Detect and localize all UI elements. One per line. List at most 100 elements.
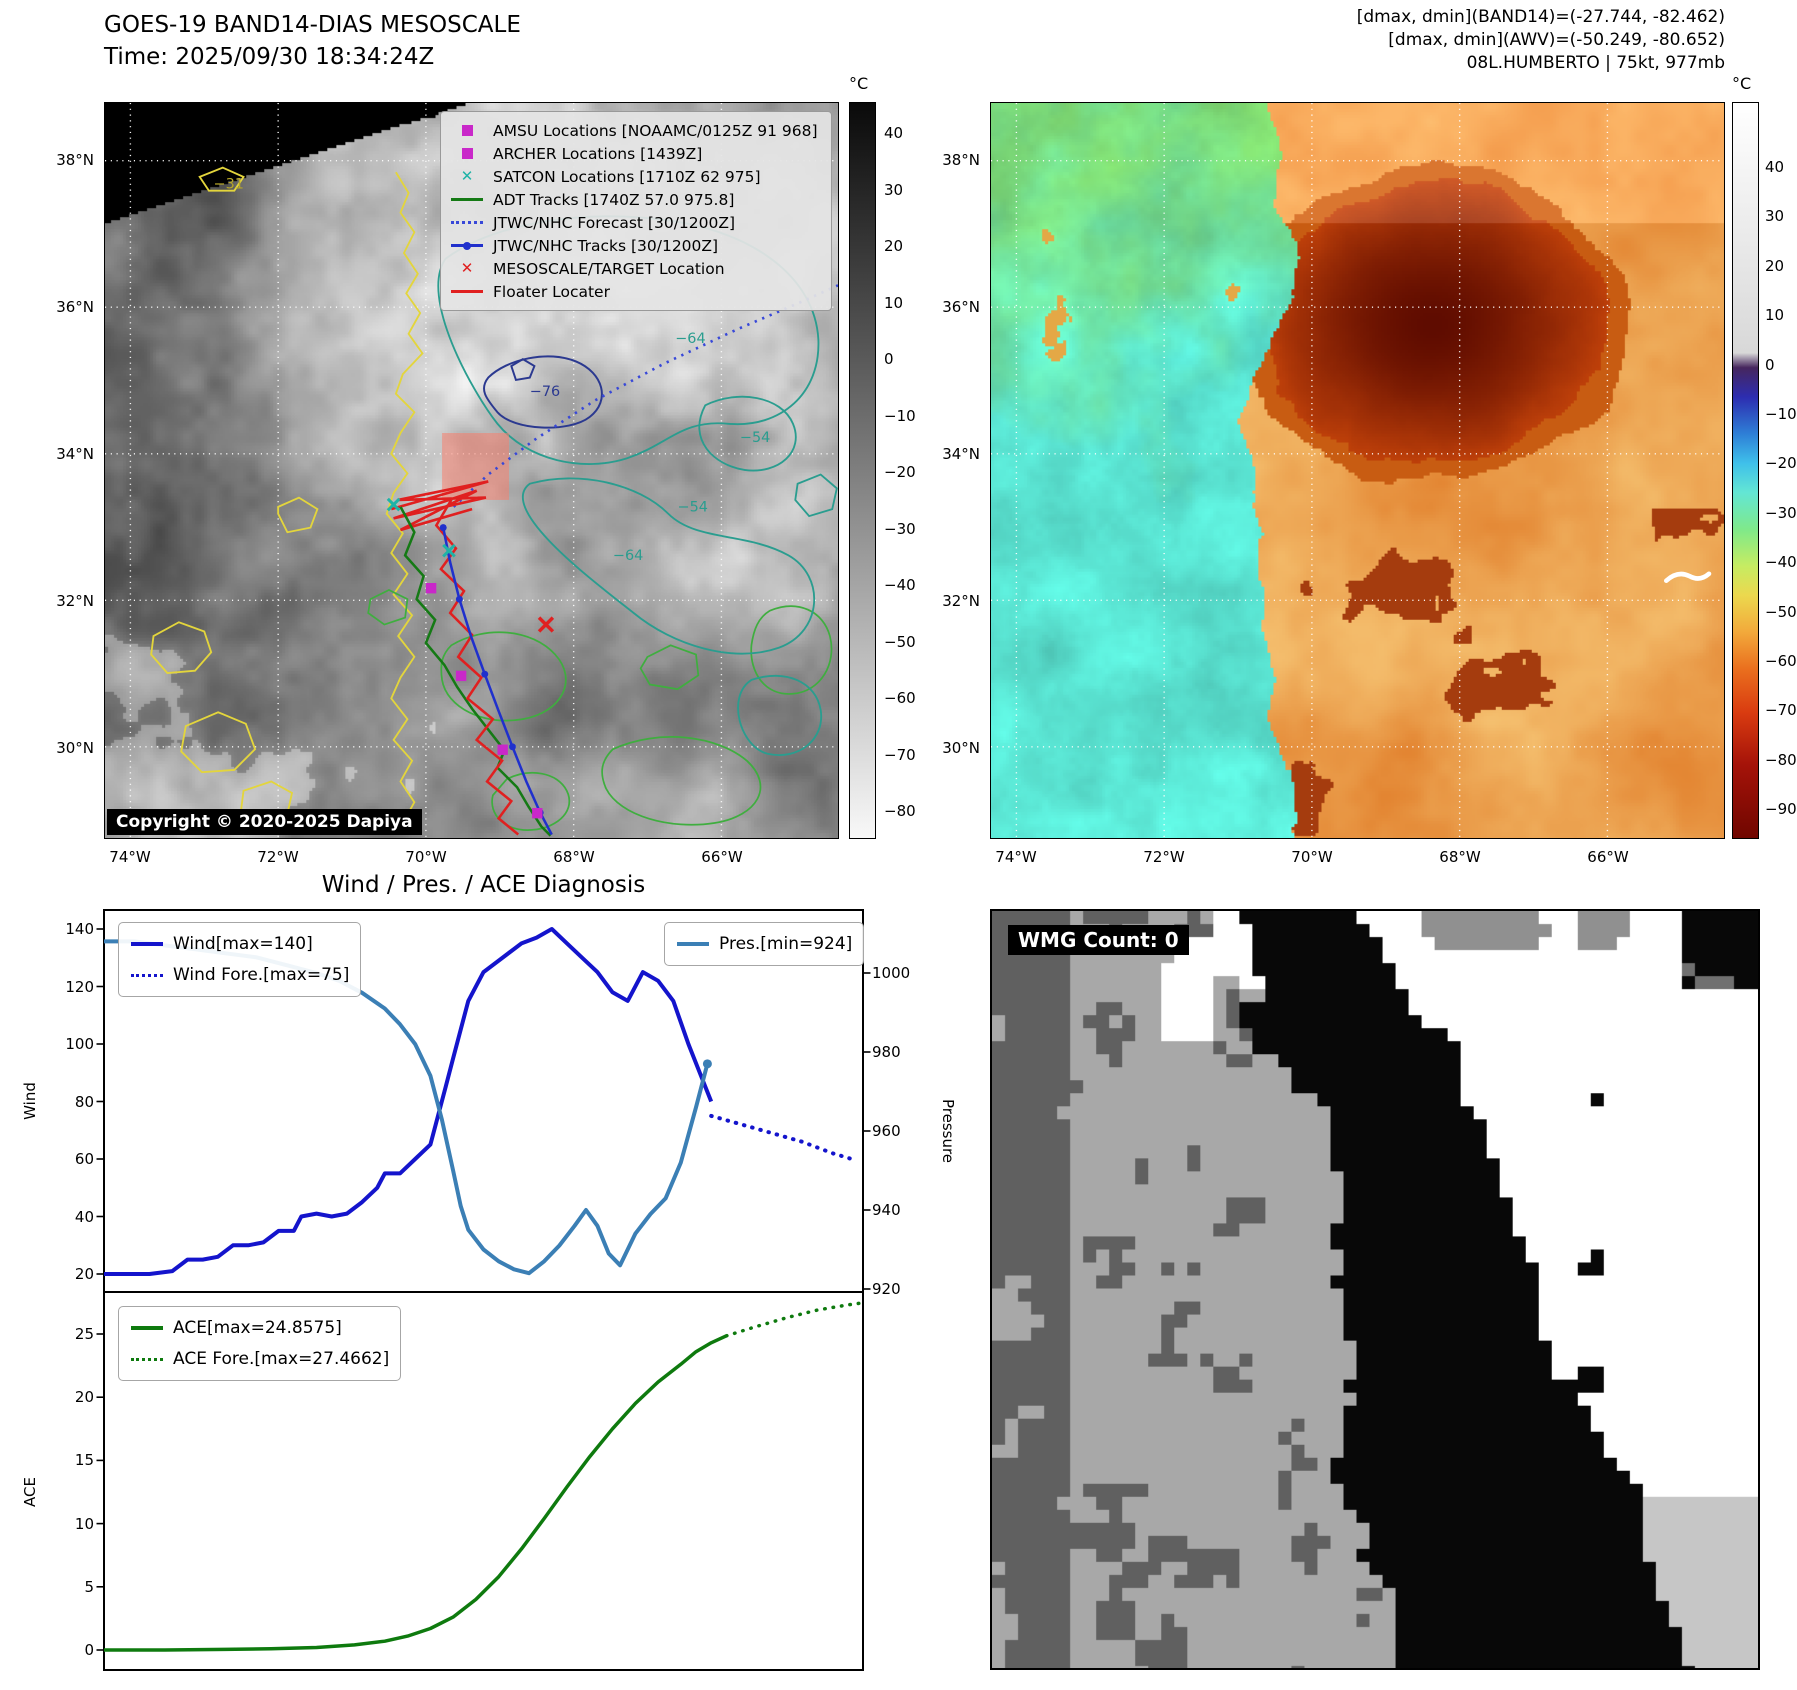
awv-header: [dmax, dmin](BAND14)=(-27.744, -82.462) … (1100, 6, 1725, 75)
legend-marker-line (450, 289, 484, 294)
band14-colorbar-tick: −60 (884, 689, 916, 707)
legend-item: ACE[max=24.8575] (130, 1315, 389, 1341)
pressure-axis-label: Pressure (939, 1098, 957, 1164)
awv-lat-tick: 30°N (942, 739, 980, 757)
legend-marker-dotted (130, 973, 164, 977)
contour-label: −31 (214, 176, 244, 192)
legend-label: JTWC/NHC Forecast [30/1200Z] (493, 213, 736, 232)
awv-dmax-awv: [dmax, dmin](AWV)=(-50.249, -80.652) (1388, 30, 1725, 50)
awv-colorbar-tick: −90 (1765, 800, 1797, 819)
diagnosis-title: Wind / Pres. / ACE Diagnosis (321, 872, 646, 898)
band14-lat-tick: 36°N (56, 298, 94, 316)
legend-label: ARCHER Locations [1439Z] (493, 144, 703, 163)
band14-lon-tick: 70°W (405, 848, 447, 866)
band14-lat-tick: 34°N (56, 445, 94, 463)
band14-map: −31 −76 −64 −54 −54 −64 (104, 102, 839, 839)
band14-title: GOES-19 BAND14-DIAS MESOSCALE (104, 12, 521, 38)
series-ace-fore- (724, 1301, 865, 1338)
wind-tick: 100 (65, 1035, 94, 1053)
awv-lon-tick: 68°W (1439, 848, 1481, 866)
legend-item: Floater Locater (450, 280, 822, 303)
band14-lon-tick: 74°W (109, 848, 151, 866)
floater-zigzag (390, 480, 489, 532)
ace-tick: 20 (74, 1388, 94, 1407)
awv-satellite-image (991, 103, 1724, 838)
wind-tick: 40 (74, 1207, 94, 1226)
legend-marker-solid (130, 942, 164, 946)
legend-marker-x: ✕ (460, 167, 474, 185)
awv-colorbar-tick: 0 (1765, 355, 1775, 374)
awv-map (990, 102, 1725, 839)
legend-marker-line (450, 197, 484, 202)
legend-item: JTWC/NHC Tracks [30/1200Z] (450, 234, 822, 257)
wmg-panel: WMG Count: 0 (990, 909, 1760, 1670)
contours-navy (483, 355, 603, 429)
band14-colorbar-tick: 0 (884, 350, 894, 368)
copyright-label: Copyright © 2020-2025 Dapiya (107, 809, 422, 835)
ace-tick: 5 (84, 1577, 94, 1596)
legend-marker-square (450, 125, 484, 136)
pressure-tick: 960 (872, 1122, 901, 1140)
band14-lat-tick: 32°N (56, 592, 94, 610)
awv-colorbar (1732, 102, 1759, 839)
legend-item: ACE Fore.[max=27.4662] (130, 1346, 389, 1372)
awv-lat-tick: 32°N (942, 592, 980, 610)
pressure-tick: 1000 (872, 964, 911, 982)
band14-colorbar-tick: −50 (884, 632, 916, 651)
cloud-streak (1663, 571, 1712, 583)
legend-item: AMSU Locations [NOAAMC/0125Z 91 968] (450, 119, 822, 142)
jtwc-forecast-track (452, 284, 838, 508)
wmg-map-image (992, 911, 1758, 1668)
legend-marker-solid (676, 942, 710, 946)
legend-label: JTWC/NHC Tracks [30/1200Z] (493, 236, 719, 255)
legend-label: Wind Fore.[max=75] (173, 965, 350, 985)
legend-label: AMSU Locations [NOAAMC/0125Z 91 968] (493, 121, 818, 140)
legend-marker-x: ✕ (460, 259, 474, 277)
wind-tick: 120 (65, 977, 94, 996)
legend-label: MESOSCALE/TARGET Location (493, 259, 725, 278)
contour-label: −76 (530, 384, 560, 400)
contours-green (367, 588, 833, 831)
legend-marker-line-dot (450, 241, 484, 250)
legend-label: Wind[max=140] (173, 934, 313, 954)
wind-tick: 140 (65, 920, 94, 938)
mesoscale-target-marker (537, 616, 555, 633)
graticule (991, 103, 1724, 838)
legend-marker-square (450, 148, 484, 159)
awv-lat-tick: 38°N (942, 151, 980, 169)
contours-yellow (150, 166, 424, 825)
series-ace (104, 1334, 728, 1652)
floater-track (434, 499, 520, 836)
ace-tick: 25 (74, 1325, 94, 1343)
legend-item: ✕ SATCON Locations [1710Z 62 975] (450, 165, 822, 188)
contour-label: −54 (678, 499, 708, 515)
awv-colorbar-tick: −80 (1765, 750, 1797, 769)
band14-colorbar-tick: 10 (884, 293, 904, 312)
legend-item: ✕ MESOSCALE/TARGET Location (450, 257, 822, 280)
awv-lon-tick: 72°W (1143, 848, 1185, 866)
band14-colorbar-tick: −10 (884, 406, 916, 425)
band14-colorbar (849, 102, 876, 839)
band14-colorbar-tick: 30 (884, 180, 904, 199)
awv-colorbar-tick: −30 (1765, 503, 1797, 522)
legend-marker-dotted (130, 1357, 164, 1361)
awv-colorbar-tick: −60 (1765, 652, 1797, 670)
band14-time: Time: 2025/09/30 18:34:24Z (104, 44, 435, 70)
pressure-tick: 980 (872, 1043, 901, 1061)
awv-colorbar-tick: 40 (1765, 158, 1785, 176)
ace-tick: 0 (84, 1641, 94, 1659)
ace-legend: ACE[max=24.8575] ACE Fore.[max=27.4662] (118, 1306, 402, 1381)
legend-item: ARCHER Locations [1439Z] (450, 142, 822, 165)
adt-track (399, 506, 552, 837)
legend-item: Wind Fore.[max=75] (130, 962, 349, 988)
band14-colorbar-unit: °C (849, 74, 869, 93)
band14-lat-tick: 30°N (56, 739, 94, 757)
awv-colorbar-tick: −50 (1765, 602, 1797, 621)
awv-lat-tick: 34°N (942, 445, 980, 463)
wind-tick: 80 (74, 1092, 94, 1111)
legend-item: Pres.[min=924] (676, 931, 852, 957)
contour-label: −64 (675, 331, 705, 347)
legend-label: ACE Fore.[max=27.4662] (173, 1349, 390, 1369)
legend-label: Pres.[min=924] (719, 934, 853, 954)
